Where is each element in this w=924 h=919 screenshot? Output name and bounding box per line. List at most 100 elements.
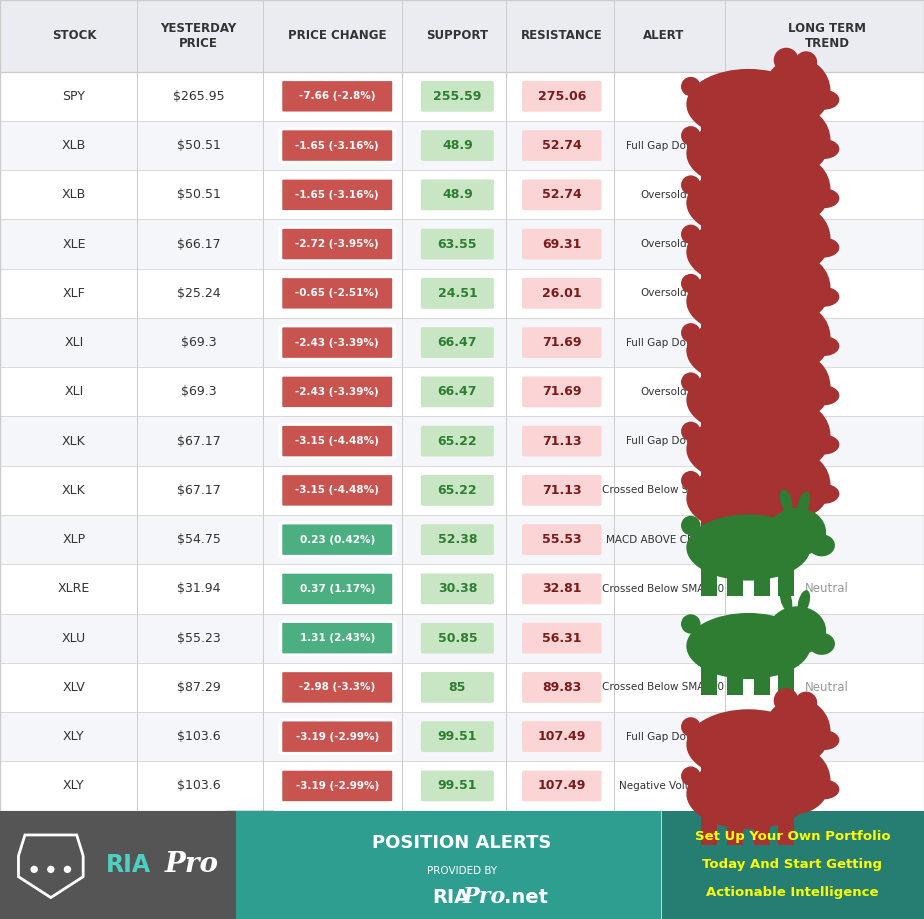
Ellipse shape <box>808 385 839 405</box>
Circle shape <box>764 255 831 321</box>
Circle shape <box>764 304 831 370</box>
FancyBboxPatch shape <box>700 176 716 204</box>
FancyBboxPatch shape <box>727 274 743 302</box>
Circle shape <box>681 372 700 391</box>
Text: PRICE CHANGE: PRICE CHANGE <box>288 29 386 42</box>
FancyBboxPatch shape <box>754 323 770 352</box>
Text: ▶: ▶ <box>746 742 751 747</box>
Circle shape <box>681 471 700 491</box>
Text: $103.6: $103.6 <box>176 779 221 792</box>
Text: ▶: ▶ <box>746 791 751 797</box>
Text: $25.24: $25.24 <box>176 287 221 300</box>
Text: XLU: XLU <box>62 631 86 644</box>
Text: Actionable Intelligence: Actionable Intelligence <box>706 887 879 900</box>
Text: $50.51: $50.51 <box>176 139 221 152</box>
Text: 107.49: 107.49 <box>538 731 586 743</box>
Circle shape <box>795 199 817 221</box>
Ellipse shape <box>687 758 810 829</box>
FancyBboxPatch shape <box>700 520 716 549</box>
Text: 71.13: 71.13 <box>542 484 581 497</box>
FancyBboxPatch shape <box>421 573 493 605</box>
FancyBboxPatch shape <box>754 422 770 450</box>
FancyBboxPatch shape <box>778 471 794 500</box>
Text: 71.13: 71.13 <box>542 435 581 448</box>
FancyBboxPatch shape <box>421 672 493 703</box>
Text: Set Up Your Own Portfolio: Set Up Your Own Portfolio <box>695 830 890 843</box>
Text: $87.29: $87.29 <box>176 681 221 694</box>
FancyBboxPatch shape <box>281 523 394 556</box>
Circle shape <box>764 698 831 765</box>
FancyBboxPatch shape <box>700 666 716 695</box>
FancyBboxPatch shape <box>0 663 924 712</box>
Text: XLK: XLK <box>62 484 86 497</box>
Text: XLI: XLI <box>65 385 83 398</box>
Text: RIA: RIA <box>432 888 469 907</box>
Circle shape <box>795 100 817 122</box>
FancyBboxPatch shape <box>778 816 794 845</box>
FancyBboxPatch shape <box>421 179 493 210</box>
FancyBboxPatch shape <box>278 670 396 705</box>
FancyBboxPatch shape <box>281 671 394 704</box>
Text: Full Gap Down: Full Gap Down <box>626 141 701 151</box>
Circle shape <box>773 294 798 319</box>
FancyBboxPatch shape <box>522 179 602 210</box>
FancyBboxPatch shape <box>754 471 770 500</box>
FancyBboxPatch shape <box>0 515 924 564</box>
Ellipse shape <box>687 69 810 140</box>
FancyBboxPatch shape <box>0 121 924 170</box>
Text: 48.9: 48.9 <box>442 188 473 201</box>
Text: Bullish: Bullish <box>736 624 781 637</box>
Text: -2.72 (-3.95%): -2.72 (-3.95%) <box>296 239 379 249</box>
Text: $54.75: $54.75 <box>176 533 221 546</box>
Text: PROVIDED BY: PROVIDED BY <box>427 867 497 877</box>
FancyBboxPatch shape <box>281 474 394 507</box>
FancyBboxPatch shape <box>522 623 602 653</box>
FancyBboxPatch shape <box>522 278 602 309</box>
Circle shape <box>773 244 798 269</box>
Text: STOCK: STOCK <box>52 29 96 42</box>
FancyBboxPatch shape <box>754 126 770 155</box>
Text: Today And Start Getting: Today And Start Getting <box>702 858 882 871</box>
Text: Bearish: Bearish <box>736 426 786 439</box>
Ellipse shape <box>808 188 839 209</box>
FancyBboxPatch shape <box>281 228 394 261</box>
Text: 66.47: 66.47 <box>438 336 477 349</box>
FancyBboxPatch shape <box>0 318 924 368</box>
Ellipse shape <box>687 414 810 484</box>
FancyBboxPatch shape <box>278 325 396 360</box>
FancyBboxPatch shape <box>727 126 743 155</box>
Ellipse shape <box>687 217 810 288</box>
Ellipse shape <box>808 139 839 159</box>
FancyBboxPatch shape <box>522 524 602 555</box>
Circle shape <box>764 747 831 813</box>
Text: XLB: XLB <box>62 188 86 201</box>
FancyBboxPatch shape <box>522 130 602 161</box>
Text: Very Bearish: Very Bearish <box>736 131 821 144</box>
FancyBboxPatch shape <box>281 769 394 802</box>
FancyBboxPatch shape <box>278 473 396 507</box>
Text: MACD ABOVE CENTER: MACD ABOVE CENTER <box>606 535 721 545</box>
FancyBboxPatch shape <box>421 81 493 112</box>
FancyBboxPatch shape <box>421 130 493 161</box>
Ellipse shape <box>808 534 835 556</box>
FancyBboxPatch shape <box>278 522 396 557</box>
FancyBboxPatch shape <box>281 425 394 458</box>
FancyBboxPatch shape <box>727 567 743 596</box>
Text: 275.06: 275.06 <box>538 90 586 103</box>
Text: ▶: ▶ <box>746 299 751 304</box>
FancyBboxPatch shape <box>727 816 743 845</box>
FancyBboxPatch shape <box>278 768 396 803</box>
FancyBboxPatch shape <box>0 368 924 416</box>
FancyBboxPatch shape <box>0 466 924 515</box>
Ellipse shape <box>808 90 839 109</box>
Text: Full Gap Down: Full Gap Down <box>626 732 701 742</box>
FancyBboxPatch shape <box>522 425 602 457</box>
Circle shape <box>773 442 798 467</box>
Text: 0.23 (0.42%): 0.23 (0.42%) <box>299 535 375 545</box>
Text: 71.69: 71.69 <box>542 385 581 398</box>
Text: Oversold: Oversold <box>640 190 687 199</box>
FancyBboxPatch shape <box>778 323 794 352</box>
FancyBboxPatch shape <box>0 416 924 466</box>
Ellipse shape <box>780 490 793 513</box>
FancyBboxPatch shape <box>522 475 602 505</box>
